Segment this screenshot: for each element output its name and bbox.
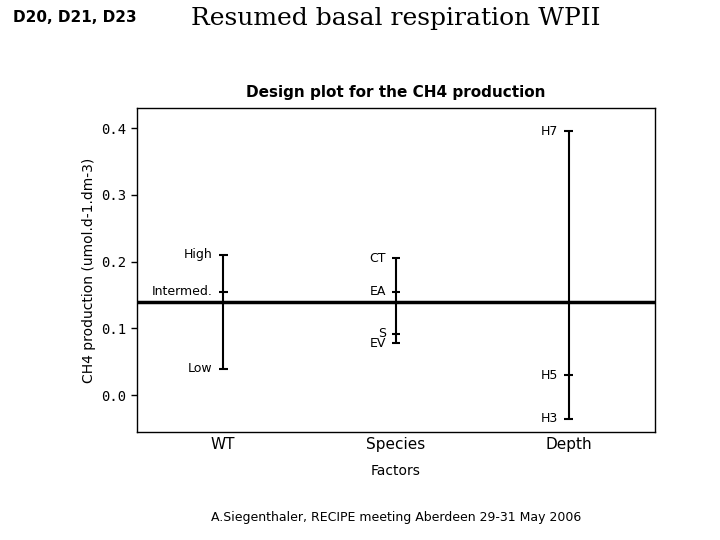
Text: H3: H3 xyxy=(541,412,559,425)
Text: EA: EA xyxy=(369,285,386,298)
Text: S: S xyxy=(377,327,386,340)
Text: H5: H5 xyxy=(541,369,559,382)
Y-axis label: CH4 production (umol.d-1.dm-3): CH4 production (umol.d-1.dm-3) xyxy=(81,157,96,383)
Text: Factors: Factors xyxy=(371,464,421,478)
Text: D20, D21, D23: D20, D21, D23 xyxy=(13,10,136,25)
Text: A.Siegenthaler, RECIPE meeting Aberdeen 29-31 May 2006: A.Siegenthaler, RECIPE meeting Aberdeen … xyxy=(211,511,581,524)
Text: Low: Low xyxy=(188,362,213,375)
Text: EV: EV xyxy=(369,336,386,350)
Text: CT: CT xyxy=(369,252,386,265)
Title: Design plot for the CH4 production: Design plot for the CH4 production xyxy=(246,85,546,100)
Text: H7: H7 xyxy=(541,125,559,138)
Text: Resumed basal respiration WPII: Resumed basal respiration WPII xyxy=(192,8,600,30)
Text: High: High xyxy=(184,248,213,261)
Text: Intermed.: Intermed. xyxy=(152,285,213,298)
